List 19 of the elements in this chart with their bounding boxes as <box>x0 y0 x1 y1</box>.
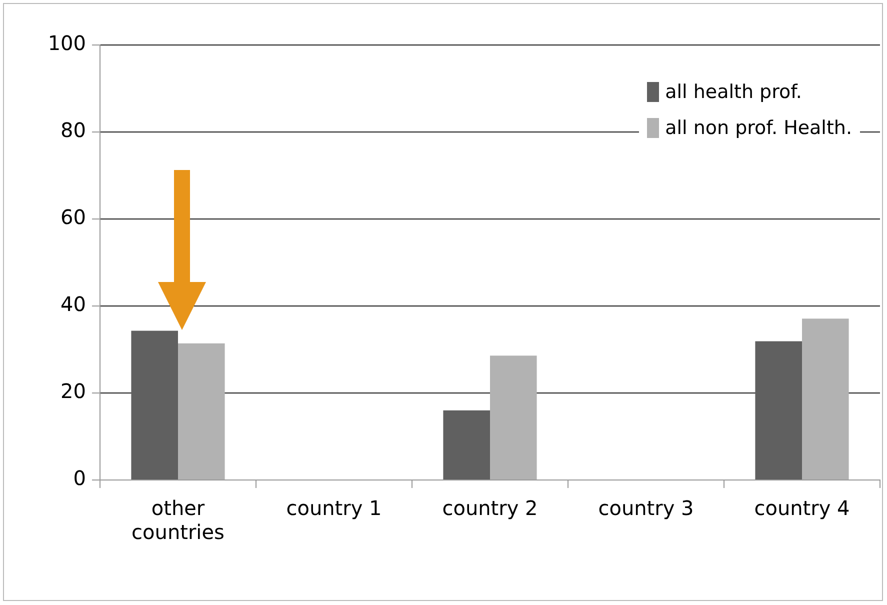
bar <box>131 330 178 480</box>
legend-label: all non prof. Health. <box>665 117 852 139</box>
bar <box>802 318 849 480</box>
x-tick-label: country 1 <box>286 496 382 520</box>
y-tick-label: 40 <box>60 292 86 316</box>
y-tick-label: 80 <box>60 118 86 142</box>
bar <box>178 343 225 480</box>
x-tick-label: other countries <box>132 496 224 544</box>
x-tick-label: country 2 <box>442 496 538 520</box>
x-tick-label: country 3 <box>598 496 694 520</box>
y-tick-label: 20 <box>60 379 86 404</box>
bar <box>443 410 490 480</box>
bar <box>490 356 537 480</box>
bar <box>755 341 802 480</box>
y-tick-label: 0 <box>73 466 86 490</box>
y-tick-label: 60 <box>60 205 86 230</box>
y-tick-label: 100 <box>48 31 86 56</box>
legend-label: all health prof. <box>665 81 802 103</box>
x-tick-label: country 4 <box>754 496 850 520</box>
